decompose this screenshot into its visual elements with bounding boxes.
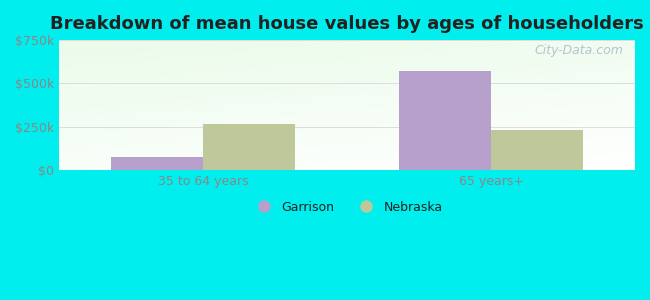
Bar xyxy=(111,157,203,170)
Title: Breakdown of mean house values by ages of householders: Breakdown of mean house values by ages o… xyxy=(50,15,644,33)
Bar xyxy=(491,130,583,170)
Bar xyxy=(203,124,295,170)
Bar xyxy=(399,71,491,170)
Text: City-Data.com: City-Data.com xyxy=(534,44,623,57)
Legend: Garrison, Nebraska: Garrison, Nebraska xyxy=(246,196,447,219)
